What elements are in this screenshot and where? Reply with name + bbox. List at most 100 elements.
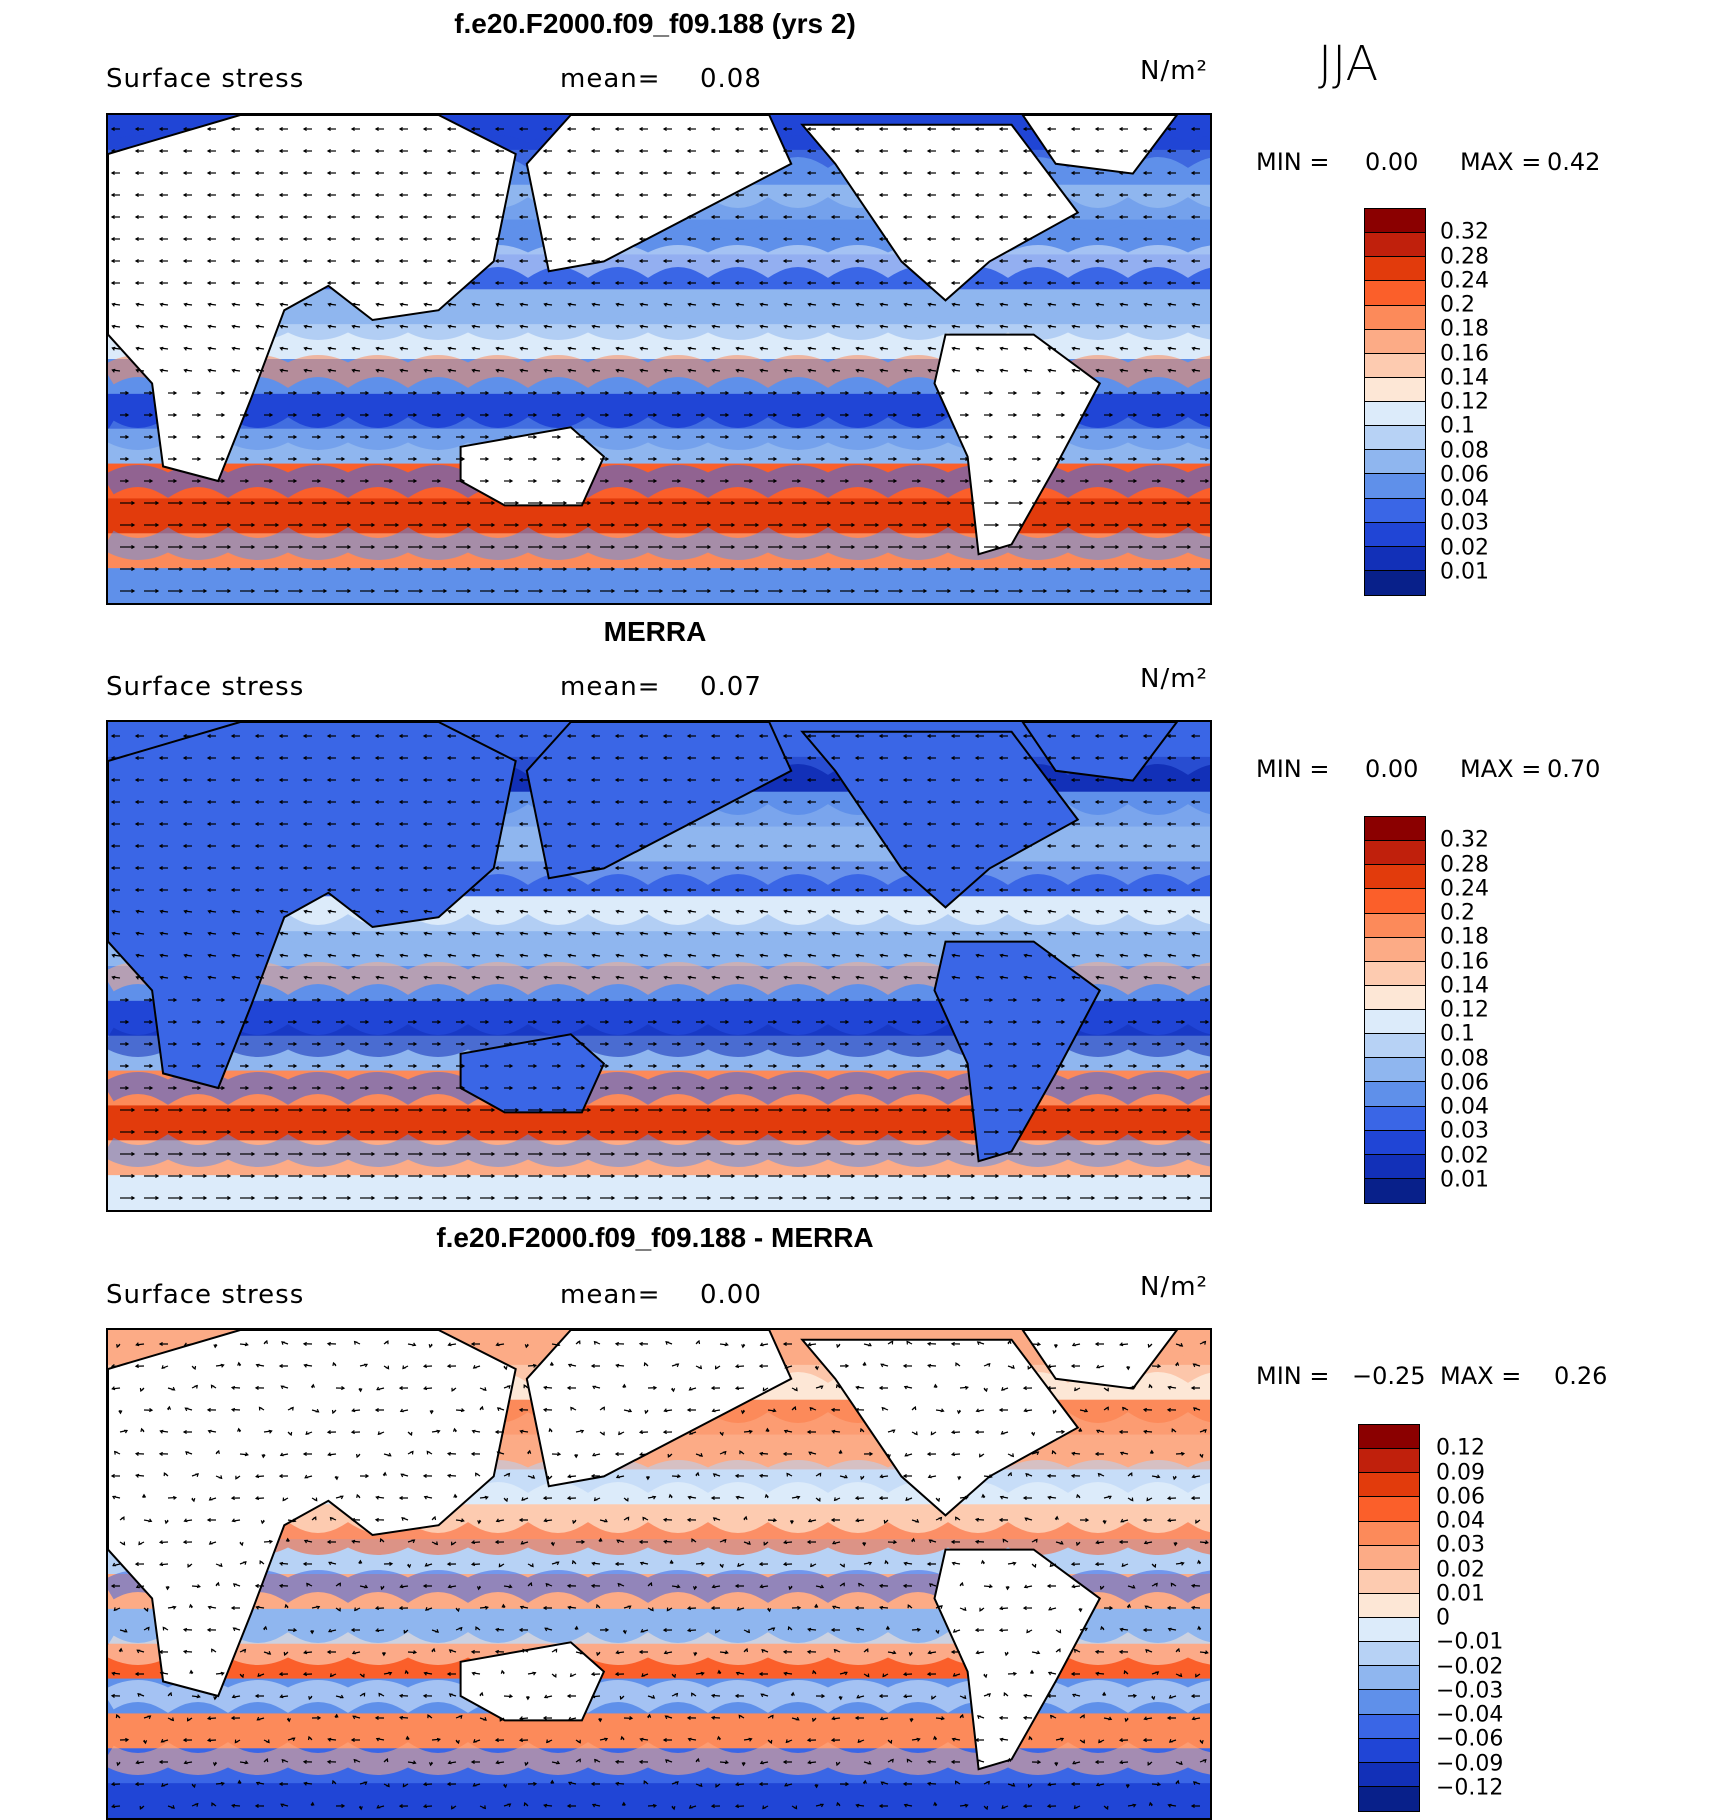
- colorbar: [1364, 816, 1426, 1204]
- max-value: 0.42: [1547, 148, 1600, 176]
- colorbar-tick-label: 0.28: [1440, 244, 1489, 269]
- stress-contour-band: [108, 1175, 1210, 1210]
- colorbar-tick-label: 0.2: [1440, 293, 1475, 318]
- colorbar-tick-label: 0.04: [1440, 1095, 1489, 1120]
- season-label: JJA: [1318, 36, 1378, 92]
- colorbar-tick-label: 0.18: [1440, 925, 1489, 950]
- colorbar-tick-label: 0.32: [1440, 220, 1489, 245]
- colorbar-swatch: [1365, 450, 1425, 474]
- map-panel-merra: [106, 720, 1212, 1212]
- units-label: N/m²: [1140, 56, 1208, 86]
- colorbar-tick-label: 0.08: [1440, 438, 1489, 463]
- colorbar-swatch: [1365, 281, 1425, 305]
- colorbar-tick-label: 0.32: [1440, 828, 1489, 853]
- mean-value: 0.08: [700, 64, 762, 94]
- colorbar-tick-label: 0.28: [1440, 852, 1489, 877]
- variable-label: Surface stress: [106, 1280, 304, 1310]
- colorbar-tick-label: 0.01: [1440, 1167, 1489, 1192]
- colorbar-tick-label: 0.02: [1440, 1143, 1489, 1168]
- colorbar-swatch: [1365, 354, 1425, 378]
- colorbar-swatch: [1365, 523, 1425, 547]
- colorbar-swatch: [1365, 1010, 1425, 1034]
- min-label: MIN =: [1256, 755, 1329, 783]
- colorbar-tick-label: 0.24: [1440, 268, 1489, 293]
- colorbar-swatch: [1365, 1155, 1425, 1179]
- colorbar-swatch: [1365, 547, 1425, 571]
- colorbar-tick-label: 0.06: [1440, 1070, 1489, 1095]
- colorbar-swatch: [1365, 233, 1425, 257]
- max-value: 0.70: [1547, 755, 1600, 783]
- min-value: 0.00: [1365, 755, 1418, 783]
- colorbar-swatch: [1365, 209, 1425, 233]
- colorbar-swatch: [1365, 817, 1425, 841]
- colorbar-tick-label: 0.1: [1440, 1022, 1475, 1047]
- panel-title: MERRA: [100, 616, 1210, 648]
- colorbar-tick-label: 0.01: [1440, 559, 1489, 584]
- map-panel-difference: [106, 1328, 1212, 1820]
- surface-stress-difference-map: [108, 1330, 1210, 1818]
- surface-stress-map: [108, 722, 1210, 1210]
- colorbar-swatch: [1365, 499, 1425, 523]
- colorbar-tick-label: 0.18: [1440, 317, 1489, 342]
- mean-label: mean=: [560, 64, 661, 94]
- colorbar-tick-label: 0.12: [1440, 390, 1489, 415]
- colorbar-tick-label: 0.24: [1440, 876, 1489, 901]
- variable-label: Surface stress: [106, 672, 304, 702]
- max-label: MAX =: [1460, 148, 1541, 176]
- colorbar-swatch: [1365, 938, 1425, 962]
- units-label: N/m²: [1140, 1272, 1208, 1302]
- panel-title: f.e20.F2000.f09_f09.188 (yrs 2): [100, 8, 1210, 40]
- colorbar-swatch: [1365, 378, 1425, 402]
- colorbar-tick-label: 0.14: [1440, 973, 1489, 998]
- colorbar-swatch: [1365, 1131, 1425, 1155]
- colorbar-swatch: [1365, 1034, 1425, 1058]
- colorbar-swatch: [1365, 1107, 1425, 1131]
- colorbar-swatch: [1365, 986, 1425, 1010]
- panel-title: f.e20.F2000.f09_f09.188 - MERRA: [100, 1222, 1210, 1254]
- colorbar-swatch: [1365, 257, 1425, 281]
- colorbar-tick-label: 0.03: [1440, 1119, 1489, 1144]
- min-value: 0.00: [1365, 148, 1418, 176]
- mean-value: 0.00: [700, 1280, 762, 1310]
- colorbar-swatch: [1365, 330, 1425, 354]
- colorbar-tick-label: 0.16: [1440, 341, 1489, 366]
- colorbar-tick-label: 0.2: [1440, 901, 1475, 926]
- mean-label: mean=: [560, 1280, 661, 1310]
- variable-label: Surface stress: [106, 64, 304, 94]
- stress-contour-band: [108, 1713, 1210, 1749]
- mean-label: mean=: [560, 672, 661, 702]
- colorbar-swatch: [1365, 841, 1425, 865]
- colorbar-tick-label: 0.1: [1440, 414, 1475, 439]
- colorbar-swatch: [1365, 889, 1425, 913]
- min-label: MIN =: [1256, 148, 1329, 176]
- colorbar-tick-label: 0.12: [1440, 998, 1489, 1023]
- colorbar-swatch: [1365, 426, 1425, 450]
- colorbar-tick-label: 0.16: [1440, 949, 1489, 974]
- colorbar-tick-label: 0.04: [1440, 487, 1489, 512]
- colorbar-tick-label: 0.14: [1440, 365, 1489, 390]
- max-label: MAX =: [1460, 755, 1541, 783]
- colorbar-swatch: [1365, 1058, 1425, 1082]
- colorbar-swatch: [1365, 962, 1425, 986]
- stress-contour-band: [108, 568, 1210, 603]
- units-label: N/m²: [1140, 664, 1208, 694]
- colorbar-swatch: [1365, 865, 1425, 889]
- colorbar: [1364, 208, 1426, 596]
- colorbar-swatch: [1365, 474, 1425, 498]
- colorbar-swatch: [1365, 1082, 1425, 1106]
- colorbar-swatch: [1365, 402, 1425, 426]
- colorbar-tick-label: 0.02: [1440, 535, 1489, 560]
- stress-contour-band: [108, 1783, 1210, 1818]
- stress-contour-band: [108, 1755, 1210, 1764]
- colorbar-swatch: [1365, 571, 1425, 595]
- colorbar-swatch: [1365, 306, 1425, 330]
- colorbar-tick-label: 0.08: [1440, 1046, 1489, 1071]
- map-panel-model: [106, 113, 1212, 605]
- mean-value: 0.07: [700, 672, 762, 702]
- colorbar-tick-label: 0.03: [1440, 511, 1489, 536]
- colorbar-tick-label: 0.06: [1440, 462, 1489, 487]
- surface-stress-map: [108, 115, 1210, 603]
- colorbar-swatch: [1365, 914, 1425, 938]
